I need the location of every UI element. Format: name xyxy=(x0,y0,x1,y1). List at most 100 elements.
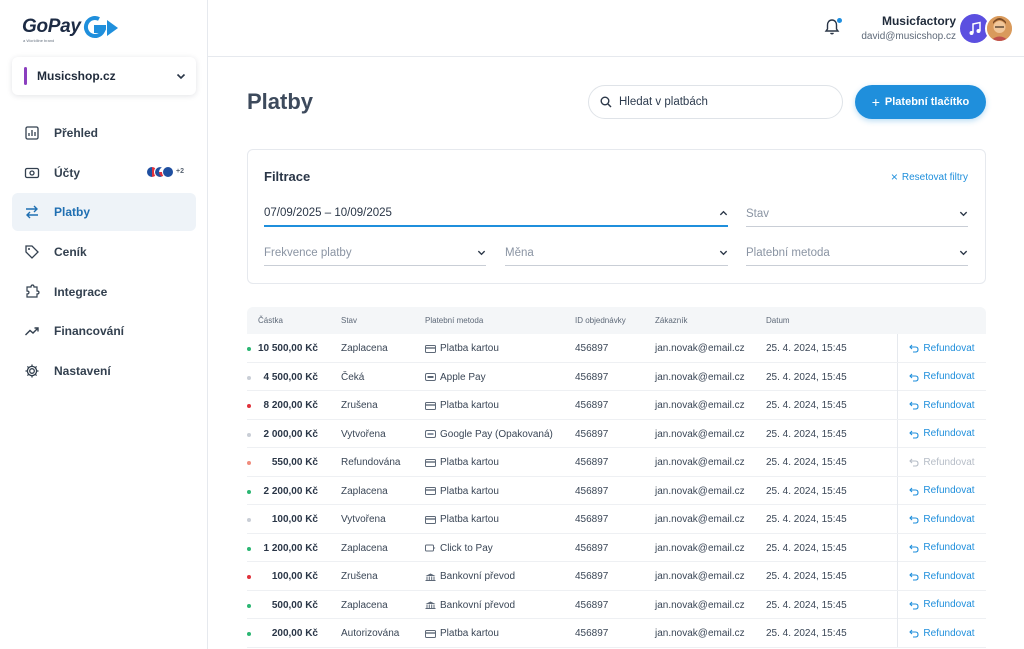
status-cell: Zaplacena xyxy=(341,485,388,497)
undo-icon xyxy=(909,629,919,638)
table-row[interactable]: 500,00 Kč Zaplacena Bankovní převod 456897 j… xyxy=(247,590,986,619)
sidebar-item-pricing[interactable]: Ceník xyxy=(12,233,196,271)
date-cell: 25. 4. 2024, 15:45 xyxy=(766,457,847,468)
status-cell: Zrušena xyxy=(341,400,378,411)
shop-selector[interactable]: Musicshop.cz xyxy=(12,57,196,95)
gopay-logo[interactable]: GoPay a Worldline brand xyxy=(22,16,119,46)
payment-method-cell: Platba kartou xyxy=(425,628,499,639)
order-id-cell: 456897 xyxy=(575,485,609,497)
refund-button[interactable]: Refundovat xyxy=(909,485,975,496)
gear-icon xyxy=(24,363,40,379)
sidebar-item-settings[interactable]: Nastavení xyxy=(12,352,196,390)
user-info[interactable]: Musicfactory david@musicshop.cz xyxy=(861,14,956,42)
order-id-cell: 456897 xyxy=(575,428,609,440)
undo-icon xyxy=(909,373,919,382)
refund-label: Refundovat xyxy=(923,456,975,468)
refund-button[interactable]: Refundovat xyxy=(909,456,975,468)
status-dot xyxy=(247,347,251,351)
refund-button[interactable]: Refundovat xyxy=(909,627,975,639)
table-row[interactable]: 2 000,00 Kč Vytvořena Google Pay (Opakovan… xyxy=(247,419,986,448)
refund-cell: Refundovat xyxy=(897,391,986,419)
status-dot xyxy=(247,575,251,579)
sidebar-item-overview[interactable]: Přehled xyxy=(12,114,196,152)
customer-cell: jan.novak@email.cz xyxy=(655,514,745,525)
notifications-bell[interactable] xyxy=(824,18,842,38)
logo-subtitle: a Worldline brand xyxy=(23,38,55,43)
table-row[interactable]: 4 500,00 Kč Čeká Apple Pay 456897 jan.novak@… xyxy=(247,362,986,391)
refund-button[interactable]: Refundovat xyxy=(909,571,975,582)
refund-label: Refundovat xyxy=(923,599,975,610)
shop-name: Musicshop.cz xyxy=(37,69,116,83)
table-row[interactable]: 1 200,00 Kč Zaplacena Click to Pay 456897 ja… xyxy=(247,533,986,562)
flag-icon xyxy=(162,165,175,178)
table-row[interactable]: 100,00 Kč Zrušena Bankovní převod 456897 jan… xyxy=(247,562,986,591)
refund-button[interactable]: Refundovat xyxy=(909,428,975,439)
search-input[interactable]: Hledat v platbách xyxy=(588,85,843,119)
column-header-status[interactable]: Stav xyxy=(341,316,358,325)
user-avatar[interactable] xyxy=(985,14,1014,43)
status-dot xyxy=(247,404,251,408)
column-header-amount[interactable]: Částka xyxy=(258,316,283,325)
payment-method-cell: Platba kartou xyxy=(425,400,499,411)
column-header-order-id[interactable]: ID objednávky xyxy=(575,316,626,325)
status-cell: Refundována xyxy=(341,457,401,468)
status-dot xyxy=(247,375,251,380)
refund-button[interactable]: Refundovat xyxy=(909,599,975,610)
status-cell: Autorizována xyxy=(341,628,400,639)
frequency-select[interactable]: Frekvence platby xyxy=(264,240,486,266)
column-header-method[interactable]: Platební metoda xyxy=(425,316,484,325)
order-id-cell: 456897 xyxy=(575,542,609,554)
bell-icon xyxy=(824,19,840,35)
column-header-date[interactable]: Datum xyxy=(766,316,790,325)
customer-cell: jan.novak@email.cz xyxy=(655,542,745,554)
payment-method-cell: Platba kartou xyxy=(425,343,499,354)
sidebar-item-label: Přehled xyxy=(54,126,99,140)
customer-cell: jan.novak@email.cz xyxy=(655,400,745,411)
sidebar-item-accounts[interactable]: Účty +2 xyxy=(12,154,196,192)
customer-cell: jan.novak@email.cz xyxy=(655,343,745,354)
refund-label: Refundovat xyxy=(923,342,975,354)
card-icon xyxy=(425,401,436,410)
amount-cell: 10 500,00 Kč xyxy=(257,343,318,354)
user-name: Musicfactory xyxy=(881,14,956,28)
plus-icon: + xyxy=(871,94,880,110)
column-header-customer[interactable]: Zákazník xyxy=(655,316,688,325)
payment-button-create[interactable]: + Platební tlačítko xyxy=(855,85,986,119)
currency-select-label: Měna xyxy=(505,246,534,259)
table-row[interactable]: 8 200,00 Kč Zrušena Platba kartou 456897 jan… xyxy=(247,391,986,420)
refund-label: Refundovat xyxy=(923,627,975,639)
currency-select[interactable]: Měna xyxy=(505,240,728,266)
sidebar-item-integration[interactable]: Integrace xyxy=(12,273,196,311)
table-row[interactable]: 10 500,00 Kč Zaplacena Platba kartou 456897… xyxy=(247,334,986,363)
chevron-down-icon xyxy=(959,250,968,256)
reset-filters-button[interactable]: × Resetovat filtry xyxy=(891,170,968,184)
wallet-icon xyxy=(24,165,40,181)
status-cell: Zrušena xyxy=(341,571,378,582)
amount-cell: 2 200,00 Kč xyxy=(263,485,319,497)
refund-button[interactable]: Refundovat xyxy=(909,542,975,553)
merchant-avatar[interactable] xyxy=(960,14,989,43)
order-id-cell: 456897 xyxy=(575,628,609,639)
sidebar: GoPay a Worldline brand Musicshop.cz Pře… xyxy=(0,0,208,649)
bank-icon xyxy=(425,573,436,581)
sidebar-item-payments[interactable]: Platby xyxy=(12,193,196,232)
table-row[interactable]: 2 200,00 Kč Zaplacena Platba kartou 456897 j… xyxy=(247,476,986,505)
chevron-down-icon xyxy=(477,250,486,256)
refund-button[interactable]: Refundovat xyxy=(909,371,975,382)
payment-method-select-label: Platební metoda xyxy=(746,246,830,259)
status-select[interactable]: Stav xyxy=(746,201,968,227)
table-row[interactable]: 200,00 Kč Autorizována Platba kartou 456897… xyxy=(247,619,986,648)
page-title: Platby xyxy=(247,89,314,114)
table-row[interactable]: 100,00 Kč Vytvořena Platba kartou 456897 jan… xyxy=(247,505,986,534)
refund-button[interactable]: Refundovat xyxy=(909,342,975,354)
date-range-field[interactable]: 07/09/2025 – 10/09/2025 xyxy=(264,201,728,227)
amount-cell: 1 200,00 Kč xyxy=(263,542,319,554)
amount-cell: 4 500,00 Kč xyxy=(263,371,319,383)
refund-button[interactable]: Refundovat xyxy=(909,400,975,411)
amount-cell: 550,00 Kč xyxy=(271,457,318,468)
payment-method-select[interactable]: Platební metoda xyxy=(746,240,968,266)
refund-button[interactable]: Refundovat xyxy=(909,514,975,525)
sidebar-item-financing[interactable]: Financování xyxy=(12,312,196,350)
table-row[interactable]: 550,00 Kč Refundována Platba kartou 456897 j… xyxy=(247,448,986,477)
order-id-cell: 456897 xyxy=(575,343,609,354)
